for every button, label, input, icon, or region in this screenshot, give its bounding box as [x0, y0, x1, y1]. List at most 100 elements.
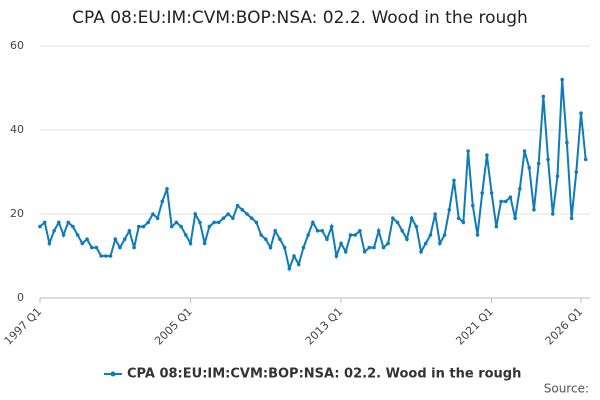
- point: [447, 208, 452, 212]
- point: [565, 140, 569, 145]
- point: [433, 212, 437, 216]
- point: [574, 170, 579, 174]
- point: [273, 229, 278, 233]
- point: [80, 241, 85, 246]
- point: [287, 266, 292, 271]
- x-tick-label: 2005 Q1: [152, 305, 195, 348]
- point: [99, 254, 103, 258]
- point: [179, 224, 183, 229]
- series-line: [39, 79, 587, 273]
- point: [254, 220, 259, 225]
- point: [259, 233, 263, 237]
- point: [391, 216, 395, 220]
- point: [146, 220, 150, 225]
- point: [235, 203, 240, 208]
- point: [442, 233, 447, 237]
- point: [268, 245, 273, 250]
- point: [226, 212, 230, 216]
- point: [438, 241, 442, 246]
- point: [292, 254, 296, 258]
- point: [61, 233, 66, 237]
- point: [132, 245, 136, 250]
- point: [198, 220, 202, 225]
- point: [155, 216, 160, 220]
- point: [94, 245, 99, 250]
- point: [560, 77, 564, 82]
- legend-label: CPA 08:EU:IM:CVM:BOP:NSA: 02.2. Wood in …: [127, 367, 521, 382]
- y-tick-label: 60: [10, 39, 24, 52]
- point: [414, 224, 419, 229]
- point: [245, 212, 249, 216]
- point: [503, 199, 508, 204]
- point: [104, 254, 108, 258]
- point: [184, 233, 188, 237]
- source: Source:: [544, 382, 589, 396]
- point: [188, 241, 193, 246]
- point: [325, 237, 329, 241]
- point: [169, 224, 174, 229]
- point: [480, 191, 485, 195]
- point: [212, 220, 216, 225]
- y-tick-label: 0: [17, 291, 24, 304]
- point: [42, 220, 47, 225]
- legend-marker: [110, 371, 116, 377]
- point: [47, 241, 52, 246]
- point: [367, 245, 372, 250]
- point: [127, 229, 132, 233]
- point: [546, 157, 550, 162]
- point: [428, 233, 433, 237]
- point: [141, 224, 146, 229]
- point: [489, 191, 494, 195]
- point: [282, 245, 287, 250]
- point: [343, 250, 348, 254]
- point: [231, 216, 235, 220]
- point: [315, 229, 320, 233]
- x-tick-label: 2026 Q1: [543, 305, 586, 348]
- point: [136, 224, 141, 229]
- point: [57, 220, 61, 225]
- point: [278, 237, 282, 241]
- point: [423, 241, 428, 246]
- point: [499, 199, 503, 204]
- point: [249, 216, 254, 220]
- point: [71, 224, 75, 229]
- point: [475, 233, 480, 237]
- point: [541, 94, 546, 99]
- point: [118, 245, 122, 250]
- point: [555, 174, 560, 178]
- point: [471, 203, 475, 208]
- point: [85, 237, 89, 241]
- point: [485, 153, 489, 157]
- point: [494, 224, 499, 229]
- point: [400, 229, 405, 233]
- point: [381, 245, 386, 250]
- point: [376, 229, 381, 233]
- point: [306, 233, 310, 237]
- point: [296, 262, 301, 267]
- point: [550, 212, 555, 216]
- y-tick-label: 20: [10, 207, 24, 220]
- point: [348, 233, 353, 237]
- point: [151, 212, 155, 216]
- point: [216, 220, 221, 225]
- point: [339, 241, 343, 246]
- point: [522, 149, 527, 153]
- point: [165, 187, 169, 191]
- point: [311, 220, 315, 225]
- point: [452, 178, 456, 183]
- chart-title: CPA 08:EU:IM:CVM:BOP:NSA: 02.2. Wood in …: [72, 8, 528, 28]
- point: [38, 224, 42, 229]
- point: [122, 237, 127, 241]
- point: [466, 149, 470, 153]
- point: [193, 212, 198, 216]
- point: [461, 220, 466, 225]
- point: [583, 157, 588, 162]
- point: [75, 233, 80, 237]
- point: [372, 245, 376, 250]
- point: [301, 245, 306, 250]
- point: [569, 216, 574, 220]
- point: [536, 161, 541, 166]
- point: [527, 166, 532, 170]
- point: [113, 237, 118, 241]
